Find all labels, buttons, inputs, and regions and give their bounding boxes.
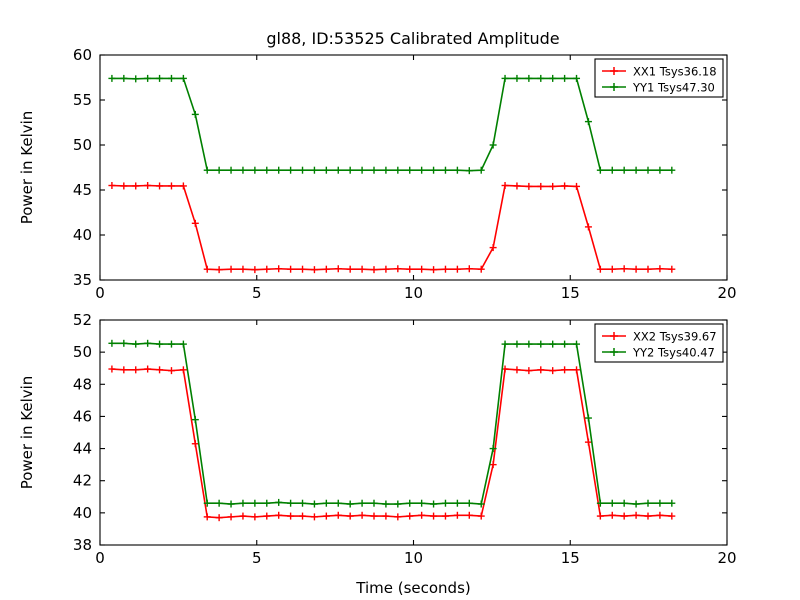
legend-sample xyxy=(602,83,626,91)
y-tick-label: 40 xyxy=(73,504,92,522)
x-tick-label: 15 xyxy=(561,549,580,567)
legend-sample xyxy=(602,67,626,75)
x-tick-label: 5 xyxy=(252,549,262,567)
y-tick-label: 42 xyxy=(73,472,92,490)
x-tick-label: 0 xyxy=(95,284,105,302)
y-axis-label: Power in Kelvin xyxy=(18,111,36,225)
legend-label: XX1 Tsys36.18 xyxy=(633,65,717,79)
y-tick-label: 50 xyxy=(73,343,92,361)
legend-frame xyxy=(594,58,724,98)
y-tick-label: 40 xyxy=(73,226,92,244)
x-tick-label: 20 xyxy=(717,549,736,567)
x-tick-label: 20 xyxy=(717,284,736,302)
y-tick-label: 55 xyxy=(73,91,92,109)
y-tick-label: 45 xyxy=(73,181,92,199)
figure-title: gl88, ID:53525 Calibrated Amplitude xyxy=(266,29,559,48)
series-markers xyxy=(108,339,676,508)
panel-top: 0 5 10 15 20 35 40 45 50 55 60 Power in Kelvin XX1 T… xyxy=(18,46,737,302)
y-tick-label: 50 xyxy=(73,136,92,154)
y-axis-label: Power in Kelvin xyxy=(18,376,36,490)
legend-label: XX2 Tsys39.67 xyxy=(633,330,717,344)
x-axis-label: Time (seconds) xyxy=(355,579,471,597)
series-markers xyxy=(108,365,676,522)
series-markers xyxy=(108,74,676,175)
legend-frame xyxy=(594,323,724,363)
legend-label: YY2 Tsys40.47 xyxy=(632,346,715,360)
x-tick-label: 0 xyxy=(95,549,105,567)
y-tick-label: 44 xyxy=(73,440,92,458)
legend-top[interactable]: XX1 Tsys36.18 YY1 Tsys47.30 xyxy=(594,58,724,98)
x-tick-label: 15 xyxy=(561,284,580,302)
legend-bottom[interactable]: XX2 Tsys39.67 YY2 Tsys40.47 xyxy=(594,323,724,363)
series-markers xyxy=(108,182,676,274)
series-line xyxy=(111,342,672,505)
panel-bottom: 0 5 10 15 20 38 40 42 44 46 48 50 52 Power in Kelvin T… xyxy=(18,311,737,597)
series-line xyxy=(111,368,672,519)
y-tick-label: 38 xyxy=(73,536,92,554)
y-tick-label: 48 xyxy=(73,375,92,393)
y-tick-label: 35 xyxy=(73,271,92,289)
legend-label: YY1 Tsys47.30 xyxy=(632,81,715,95)
x-tick-label: 10 xyxy=(404,284,423,302)
y-tick-label: 52 xyxy=(73,311,92,329)
legend-sample xyxy=(602,348,626,356)
legend-sample xyxy=(602,332,626,340)
x-tick-label: 5 xyxy=(252,284,262,302)
series-line xyxy=(111,184,672,271)
series-line xyxy=(111,77,672,172)
x-tick-label: 10 xyxy=(404,549,423,567)
y-tick-label: 46 xyxy=(73,407,92,425)
y-tick-label: 60 xyxy=(73,46,92,64)
